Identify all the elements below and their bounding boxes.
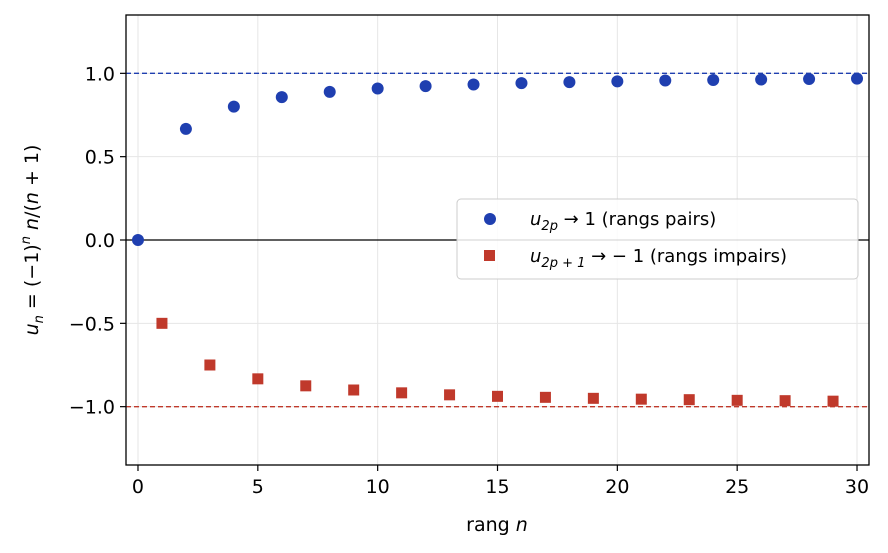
point-even-26 [755, 73, 768, 86]
legend-box [456, 198, 859, 280]
point-odd-27 [779, 395, 791, 407]
point-even-6 [275, 91, 288, 104]
legend-marker-even [484, 213, 496, 225]
point-even-30 [851, 72, 864, 85]
point-odd-17 [539, 391, 551, 403]
point-even-14 [467, 78, 480, 91]
legend-entry-even: u2p → 1 (rangs pairs) [530, 209, 716, 234]
point-odd-19 [587, 392, 599, 404]
point-odd-7 [300, 380, 312, 392]
point-odd-11 [396, 387, 408, 399]
y-tick-label: 0.0 [85, 230, 115, 252]
point-odd-3 [204, 359, 216, 371]
legend-entry-odd: u2p + 1 → − 1 (rangs impairs) [530, 246, 787, 271]
x-tick-label: 20 [605, 476, 629, 498]
point-even-2 [179, 122, 192, 135]
point-odd-9 [348, 384, 360, 396]
x-axis-label: rang n [466, 514, 528, 536]
x-tick-label: 30 [845, 476, 869, 498]
point-odd-5 [252, 373, 264, 385]
y-tick-label: −0.5 [69, 313, 115, 335]
x-axis-label-word: rang [466, 514, 516, 536]
point-even-12 [419, 80, 432, 93]
x-axis-label-var: n [516, 514, 528, 536]
point-even-0 [131, 234, 144, 246]
x-tick-label: 25 [725, 476, 749, 498]
point-odd-25 [731, 394, 743, 406]
point-even-22 [659, 74, 672, 87]
y-tick-label: −1.0 [69, 397, 115, 419]
data-marks [131, 72, 864, 407]
y-tick-label: 1.0 [85, 63, 115, 85]
point-odd-21 [635, 393, 647, 405]
x-tick-label: 5 [252, 476, 264, 498]
point-even-28 [803, 73, 816, 85]
legend-marker-odd [484, 250, 495, 261]
legend: u2p → 1 (rangs pairs) u2p + 1 → − 1 (ran… [456, 198, 859, 280]
x-tick-label: 0 [132, 476, 144, 498]
point-odd-15 [492, 390, 503, 402]
y-tick-label: 0.5 [85, 147, 115, 169]
point-even-10 [371, 82, 384, 95]
point-odd-29 [827, 395, 839, 407]
point-even-20 [611, 75, 624, 88]
point-even-8 [323, 85, 336, 98]
point-odd-1 [156, 317, 168, 329]
y-axis-label: un = (−1)n n/(n + 1) [19, 145, 47, 336]
point-even-18 [563, 76, 576, 89]
point-odd-23 [683, 394, 695, 406]
axis-ticks: 0 5 10 15 20 25 30 −1.0 −0.5 0.0 0.5 1.0 [69, 63, 869, 498]
x-tick-label: 15 [485, 476, 509, 498]
point-even-24 [707, 74, 720, 86]
x-tick-label: 10 [366, 476, 390, 498]
point-odd-13 [444, 389, 456, 401]
point-even-4 [227, 100, 240, 113]
point-even-16 [515, 77, 528, 90]
